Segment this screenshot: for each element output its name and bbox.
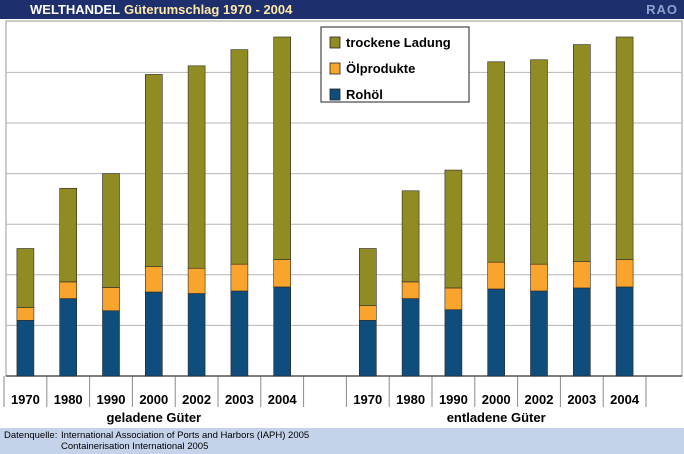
tick-label: 2004 (610, 392, 640, 407)
bar-segment (102, 173, 120, 288)
bar-segment (16, 320, 35, 377)
bar-segment (615, 286, 634, 377)
legend-swatch (329, 62, 341, 75)
bar-segment (273, 259, 292, 288)
bar-segment (572, 287, 591, 377)
source-line: Containerisation International 2005 (61, 441, 209, 452)
tick-label: 1970 (11, 392, 40, 407)
tick-label: 2002 (182, 392, 211, 407)
legend-label: Ölprodukte (346, 61, 415, 76)
bar-segment (187, 293, 206, 377)
bar-segment (530, 290, 548, 377)
bar-segment (102, 310, 120, 377)
bar-segment (187, 65, 206, 269)
bar-segment (102, 287, 120, 312)
legend-label: trockene Ladung (346, 35, 451, 50)
tick-label: 2002 (525, 392, 554, 407)
group-label: entladene Güter (447, 410, 546, 425)
tick-label: 1970 (353, 392, 382, 407)
bar-segment (401, 190, 420, 283)
bar-segment (615, 259, 634, 288)
bar-segment (358, 305, 377, 321)
group-label: geladene Güter (106, 410, 201, 425)
source-label: Datenquelle: (4, 430, 58, 441)
bar-segment (59, 281, 78, 299)
legend-box (320, 26, 470, 103)
legend-swatch (329, 36, 341, 49)
chart-title-years: 1970 - 2004 (222, 2, 293, 17)
tick-label: 2003 (225, 392, 254, 407)
bar-segment (16, 248, 35, 308)
bar-segment (487, 288, 506, 377)
tick-label: 2003 (567, 392, 596, 407)
bar-segment (230, 263, 249, 292)
bar-segment (59, 187, 78, 283)
bar-segment (487, 261, 506, 290)
tick-label: 1990 (97, 392, 126, 407)
bar-segment (187, 267, 206, 294)
bar-segment (273, 36, 292, 260)
bar-segment (145, 291, 163, 377)
header-tag: WELTHANDEL (30, 2, 121, 17)
bar-segment (487, 61, 506, 263)
bar-segment (530, 263, 548, 292)
bar-segment (145, 74, 163, 268)
chart-title-text: Güterumschlag (124, 2, 220, 17)
tick-label: 1980 (54, 392, 83, 407)
bar-segment (145, 266, 163, 293)
bar-segment (16, 307, 35, 321)
bar-segment (444, 287, 463, 311)
tick-label: 2000 (139, 392, 168, 407)
bar-segment (615, 36, 634, 260)
chart-title: Güterumschlag 1970 - 2004 (124, 1, 292, 18)
legend-label: Rohöl (346, 87, 383, 102)
tick-label: 2004 (268, 392, 298, 407)
bar-segment (572, 261, 591, 289)
tick-label: 1980 (396, 392, 425, 407)
bar-segment (358, 248, 377, 306)
bar-segment (59, 298, 78, 377)
tick-label: 1990 (439, 392, 468, 407)
legend: trockene Ladung Ölprodukte Rohöl (320, 26, 470, 103)
bar-segment (401, 281, 420, 299)
bar-segment (572, 44, 591, 262)
header-bar: WELTHANDEL Güterumschlag 1970 - 2004 RAO (0, 0, 684, 19)
bar-segment (273, 286, 292, 377)
bar-segment (230, 49, 249, 265)
legend-swatch (329, 88, 341, 101)
bar-segment (230, 290, 249, 377)
tick-label: 2000 (482, 392, 511, 407)
source-footer: Datenquelle: International Association o… (0, 428, 684, 454)
bar-segment (530, 59, 548, 265)
bar-segment (444, 169, 463, 289)
brand-logo: RAO (646, 2, 678, 17)
bar-segment (444, 309, 463, 377)
source-line: International Association of Ports and H… (61, 430, 310, 441)
bar-segment (358, 320, 377, 377)
bar-segment (401, 298, 420, 377)
